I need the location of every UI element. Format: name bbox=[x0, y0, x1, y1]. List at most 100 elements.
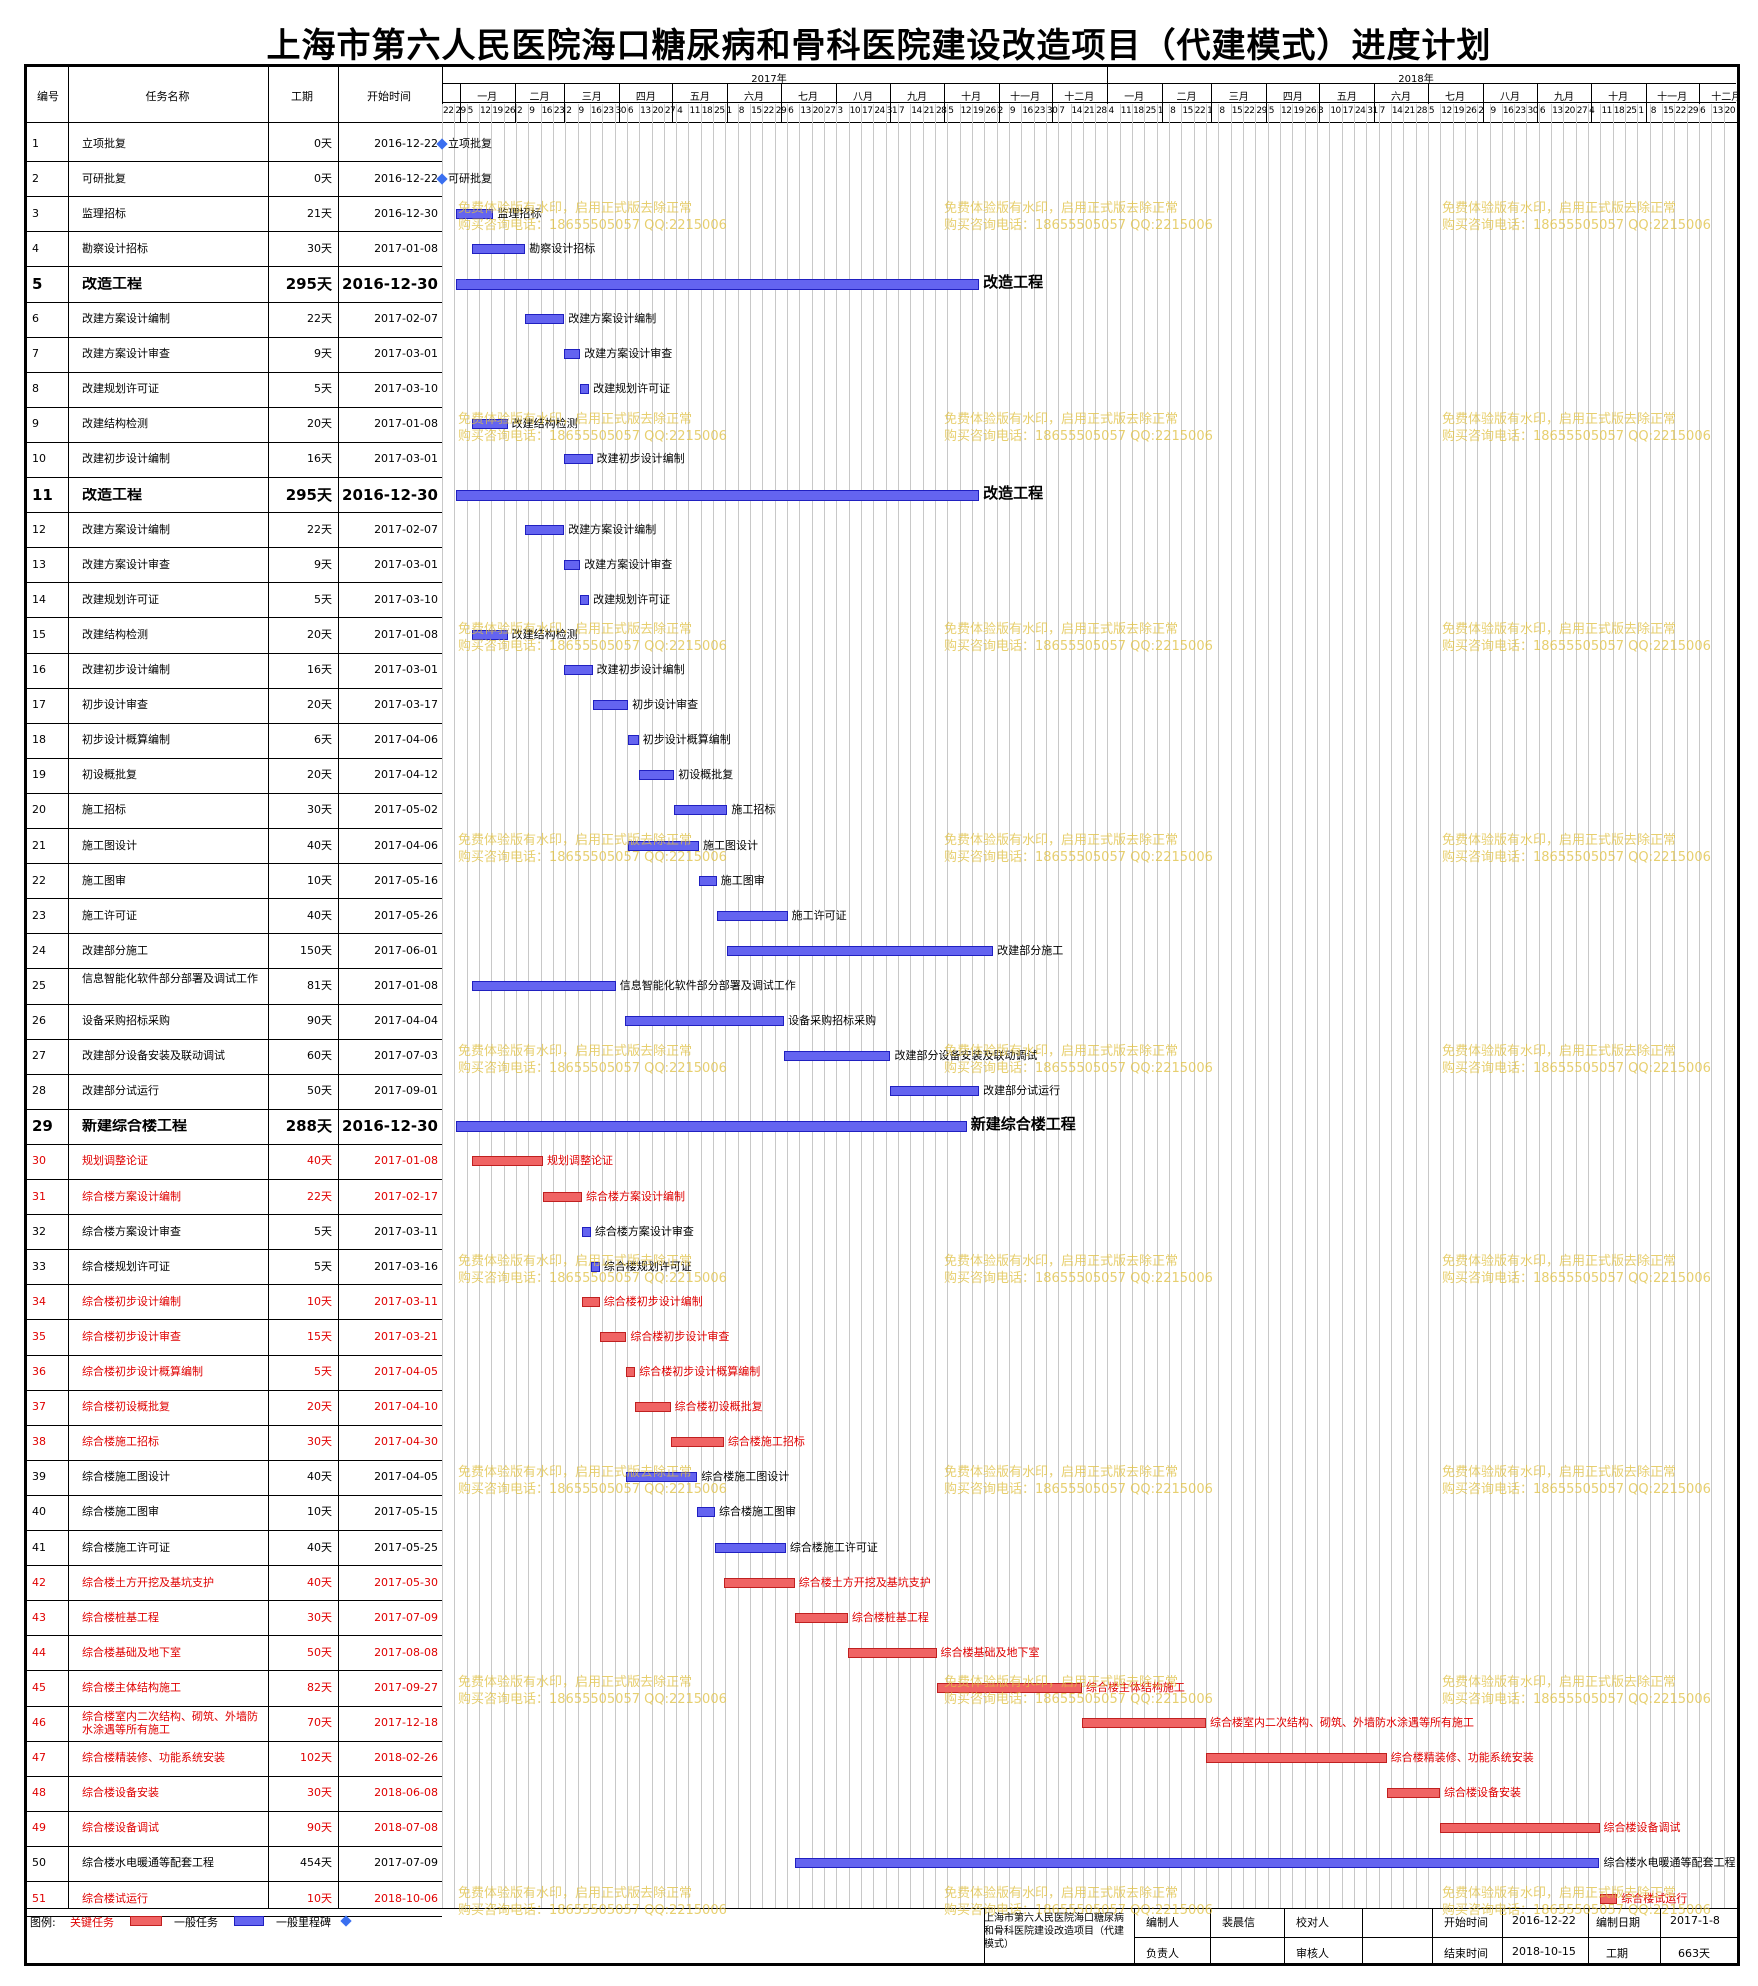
task-duration: 150天 bbox=[300, 943, 332, 957]
bar-label: 综合楼室内二次结构、砌筑、外墙防水涂遇等所有施工 bbox=[1209, 1716, 1474, 1730]
task-bar bbox=[472, 980, 616, 991]
week-grid-line bbox=[971, 104, 973, 1908]
bar-label: 改建规划许可证 bbox=[593, 382, 671, 396]
day-tick-label: 29 bbox=[1687, 106, 1699, 116]
day-tick-label: 26 bbox=[1465, 106, 1477, 116]
day-tick-label: 27 bbox=[1576, 106, 1588, 116]
month-label: 十一月 bbox=[1010, 92, 1041, 103]
day-tick-label: 19 bbox=[1293, 106, 1304, 116]
task-bar bbox=[564, 349, 581, 360]
day-tick-label: 14 bbox=[911, 106, 922, 116]
task-id: 45 bbox=[32, 1680, 46, 1694]
week-grid-line bbox=[1156, 104, 1158, 1908]
week-grid-line bbox=[528, 104, 530, 1908]
row-divider bbox=[24, 863, 442, 865]
week-grid-line bbox=[1403, 104, 1405, 1908]
day-tick-label: 1 bbox=[1207, 106, 1213, 116]
day-tick-label: 13 bbox=[640, 106, 651, 116]
task-duration: 40天 bbox=[307, 908, 332, 922]
task-start: 2017-03-01 bbox=[374, 452, 438, 466]
task-name: 改建方案设计编制 bbox=[82, 522, 170, 536]
task-name: 综合楼初步设计编制 bbox=[82, 1294, 181, 1308]
month-label: 一月 bbox=[477, 92, 498, 103]
task-name: 改建结构检测 bbox=[82, 627, 148, 641]
header-month-divider bbox=[442, 102, 1736, 103]
task-duration: 0天 bbox=[314, 136, 332, 150]
bar-label: 综合楼初设概批复 bbox=[674, 1400, 763, 1414]
task-start: 2017-05-25 bbox=[374, 1540, 438, 1554]
day-tick-label: 31 bbox=[1367, 106, 1378, 116]
bar-label: 改建初步设计编制 bbox=[596, 452, 685, 466]
bar-label: 改建初步设计编制 bbox=[596, 663, 685, 677]
row-divider bbox=[24, 406, 442, 408]
bar-label: 勘察设计招标 bbox=[529, 241, 596, 255]
row-divider bbox=[24, 933, 442, 935]
day-tick-label: 25 bbox=[714, 106, 725, 116]
watermark-text: 免费体验版有水印，启用正式版去除正常 购买咨询电话：18655505057 QQ:… bbox=[458, 1464, 727, 1497]
watermark-text: 免费体验版有水印，启用正式版去除正常 购买咨询电话：18655505057 QQ:… bbox=[458, 1254, 727, 1287]
week-grid-line bbox=[1107, 104, 1109, 1908]
task-bar bbox=[628, 735, 639, 746]
week-grid-line bbox=[1082, 104, 1084, 1908]
bar-label: 施工图审 bbox=[720, 873, 765, 887]
day-tick-label: 29 bbox=[455, 106, 466, 116]
task-name: 改建结构检测 bbox=[82, 417, 148, 431]
task-bar bbox=[699, 875, 717, 886]
day-tick-label: 6 bbox=[627, 106, 634, 116]
bar-label: 综合楼初步设计概算编制 bbox=[639, 1365, 761, 1379]
day-tick-label: 6 bbox=[1539, 106, 1546, 116]
task-duration: 20天 bbox=[307, 417, 332, 431]
week-grid-line bbox=[1415, 104, 1417, 1908]
bar-label: 改建部分设备安装及联动调试 bbox=[894, 1049, 1038, 1063]
week-grid-line bbox=[491, 104, 493, 1908]
task-start: 2016-12-30 bbox=[342, 1119, 438, 1134]
month-label: 八月 bbox=[852, 92, 873, 103]
day-tick-label: 5 bbox=[1268, 106, 1275, 116]
task-duration: 6天 bbox=[314, 733, 332, 747]
footer-dur-label: 工期 bbox=[1606, 1947, 1628, 1960]
month-divider bbox=[890, 83, 892, 122]
week-grid-line bbox=[688, 104, 690, 1908]
task-name: 综合楼精装修、功能系统安装 bbox=[82, 1751, 225, 1765]
month-label: 十二月 bbox=[1064, 92, 1095, 103]
day-tick-label: 29 bbox=[1256, 106, 1267, 116]
week-grid-line bbox=[996, 104, 998, 1908]
task-id: 36 bbox=[32, 1365, 46, 1379]
watermark-text: 免费体验版有水印，启用正式版去除正常 购买咨询电话：18655505057 QQ:… bbox=[944, 1675, 1213, 1708]
day-tick-label: 3 bbox=[837, 106, 843, 116]
task-bar bbox=[638, 770, 675, 781]
row-divider bbox=[24, 1670, 442, 1672]
task-id: 47 bbox=[32, 1751, 46, 1765]
day-tick-label: 5 bbox=[1428, 106, 1435, 116]
task-name: 施工招标 bbox=[82, 803, 126, 817]
bar-label: 监理招标 bbox=[497, 206, 542, 220]
task-name: 立项批复 bbox=[82, 136, 126, 150]
week-grid-line bbox=[1193, 104, 1195, 1908]
bar-label: 改建方案设计编制 bbox=[568, 522, 657, 536]
task-name: 改建初步设计编制 bbox=[82, 452, 170, 466]
day-tick-label: 10 bbox=[849, 106, 861, 116]
month-divider bbox=[1374, 83, 1376, 122]
day-tick-label: 1 bbox=[1157, 106, 1164, 116]
task-duration: 20天 bbox=[307, 627, 332, 641]
task-name: 新建综合楼工程 bbox=[82, 1119, 188, 1133]
month-label: 一月 bbox=[1124, 92, 1145, 103]
task-duration: 10天 bbox=[307, 1891, 332, 1905]
task-duration: 40天 bbox=[307, 1540, 332, 1554]
task-bar bbox=[670, 1437, 724, 1448]
day-tick-label: 16 bbox=[1022, 106, 1033, 116]
month-divider bbox=[1211, 83, 1213, 122]
week-grid-line bbox=[663, 104, 665, 1908]
day-tick-label: 19 bbox=[1453, 106, 1465, 116]
week-grid-line bbox=[1723, 104, 1725, 1908]
task-bar bbox=[472, 1156, 544, 1167]
day-tick-label: 13 bbox=[1552, 106, 1563, 116]
month-divider bbox=[1645, 83, 1647, 122]
row-divider bbox=[24, 1249, 442, 1251]
watermark-text: 免费体验版有水印，启用正式版去除正常 购买咨询电话：18655505057 QQ:… bbox=[458, 1675, 727, 1708]
week-grid-line bbox=[1329, 104, 1331, 1908]
watermark-text: 免费体验版有水印，启用正式版去除正常 购买咨询电话：18655505057 QQ:… bbox=[458, 201, 727, 234]
task-name: 改建方案设计审查 bbox=[82, 557, 170, 571]
task-bar bbox=[582, 1226, 591, 1237]
week-grid-line bbox=[811, 104, 813, 1908]
